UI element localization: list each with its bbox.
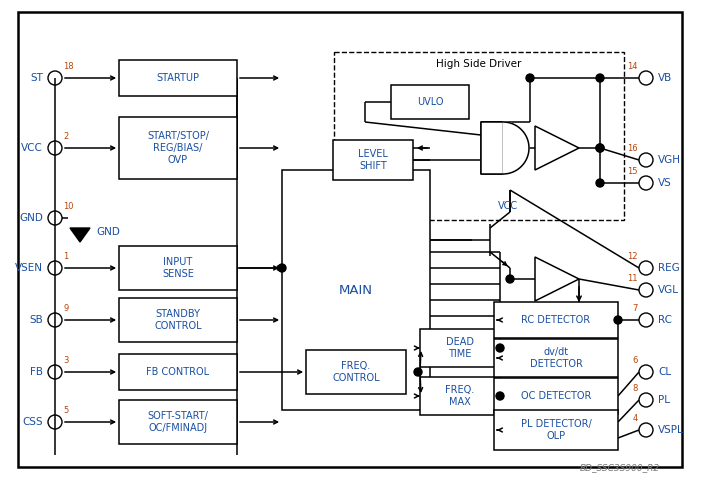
Text: SOFT-START/
OC/FMINADJ: SOFT-START/ OC/FMINADJ bbox=[148, 411, 208, 433]
Text: VB: VB bbox=[658, 73, 672, 83]
Bar bbox=[333, 140, 413, 180]
Text: GND: GND bbox=[96, 227, 120, 237]
Text: 12: 12 bbox=[627, 252, 638, 261]
Bar bbox=[481, 122, 503, 174]
Circle shape bbox=[496, 344, 504, 352]
Text: VCC: VCC bbox=[21, 143, 43, 153]
Text: START/STOP/
REG/BIAS/
OVP: START/STOP/ REG/BIAS/ OVP bbox=[147, 131, 209, 165]
Text: DEAD
TIME: DEAD TIME bbox=[446, 337, 474, 359]
Text: High Side Driver: High Side Driver bbox=[436, 59, 522, 69]
Text: VCC: VCC bbox=[498, 201, 518, 211]
Bar bbox=[334, 52, 624, 220]
Text: PL: PL bbox=[658, 395, 670, 405]
Text: REG: REG bbox=[658, 263, 680, 273]
Bar bbox=[494, 339, 618, 377]
Bar bbox=[420, 329, 500, 367]
Text: VS: VS bbox=[658, 178, 672, 188]
Text: VSEN: VSEN bbox=[15, 263, 43, 273]
Text: VSPL: VSPL bbox=[658, 425, 683, 435]
Bar bbox=[391, 85, 469, 119]
Polygon shape bbox=[70, 228, 90, 242]
Text: GND: GND bbox=[19, 213, 43, 223]
Text: MAIN: MAIN bbox=[339, 283, 373, 296]
Text: 2: 2 bbox=[63, 132, 68, 141]
Text: BD_SSC3S900_R2: BD_SSC3S900_R2 bbox=[580, 463, 660, 472]
Circle shape bbox=[596, 144, 604, 152]
Text: 18: 18 bbox=[63, 62, 74, 71]
Text: 14: 14 bbox=[627, 62, 638, 71]
Text: FREQ.
CONTROL: FREQ. CONTROL bbox=[332, 361, 380, 383]
Circle shape bbox=[614, 316, 622, 324]
Text: 5: 5 bbox=[63, 406, 68, 415]
Text: 10: 10 bbox=[63, 202, 74, 211]
Circle shape bbox=[506, 275, 514, 283]
Bar bbox=[306, 350, 406, 394]
Bar bbox=[119, 60, 237, 96]
Circle shape bbox=[496, 392, 504, 400]
Bar bbox=[494, 302, 618, 338]
Text: OC DETECTOR: OC DETECTOR bbox=[521, 391, 591, 401]
Circle shape bbox=[526, 74, 534, 82]
Text: dv/dt
DETECTOR: dv/dt DETECTOR bbox=[529, 347, 583, 369]
Text: CL: CL bbox=[658, 367, 671, 377]
Text: VGL: VGL bbox=[658, 285, 679, 295]
Text: LEVEL
SHIFT: LEVEL SHIFT bbox=[358, 149, 388, 171]
Text: RC DETECTOR: RC DETECTOR bbox=[522, 315, 590, 325]
Text: 9: 9 bbox=[63, 304, 68, 313]
Text: 16: 16 bbox=[627, 144, 638, 153]
Circle shape bbox=[278, 264, 286, 272]
Text: FB CONTROL: FB CONTROL bbox=[147, 367, 210, 377]
Text: CSS: CSS bbox=[22, 417, 43, 427]
Text: SB: SB bbox=[29, 315, 43, 325]
Text: UVLO: UVLO bbox=[417, 97, 443, 107]
Text: 3: 3 bbox=[63, 356, 69, 365]
Bar bbox=[119, 298, 237, 342]
Text: PL DETECTOR/
OLP: PL DETECTOR/ OLP bbox=[521, 419, 592, 441]
Bar bbox=[494, 410, 618, 450]
Polygon shape bbox=[503, 122, 529, 174]
Circle shape bbox=[596, 179, 604, 187]
Text: FREQ.
MAX: FREQ. MAX bbox=[445, 385, 475, 407]
Bar bbox=[494, 378, 618, 414]
Text: FB: FB bbox=[30, 367, 43, 377]
Bar bbox=[119, 354, 237, 390]
Bar bbox=[282, 170, 430, 410]
Bar bbox=[119, 400, 237, 444]
Bar bbox=[420, 377, 500, 415]
Circle shape bbox=[414, 368, 422, 376]
Text: 6: 6 bbox=[632, 356, 638, 365]
Text: 1: 1 bbox=[63, 252, 68, 261]
Circle shape bbox=[596, 74, 604, 82]
Text: 7: 7 bbox=[632, 304, 638, 313]
Text: INPUT
SENSE: INPUT SENSE bbox=[162, 257, 194, 279]
Circle shape bbox=[596, 144, 604, 152]
Text: RC: RC bbox=[658, 315, 672, 325]
Text: 8: 8 bbox=[632, 384, 638, 393]
Text: STARTUP: STARTUP bbox=[156, 73, 200, 83]
Text: VGH: VGH bbox=[658, 155, 681, 165]
Bar bbox=[119, 246, 237, 290]
Bar bbox=[119, 117, 237, 179]
Text: 11: 11 bbox=[627, 274, 638, 283]
Text: 15: 15 bbox=[627, 167, 638, 176]
Text: 4: 4 bbox=[633, 414, 638, 423]
Text: STANDBY
CONTROL: STANDBY CONTROL bbox=[154, 309, 202, 331]
Text: ST: ST bbox=[30, 73, 43, 83]
